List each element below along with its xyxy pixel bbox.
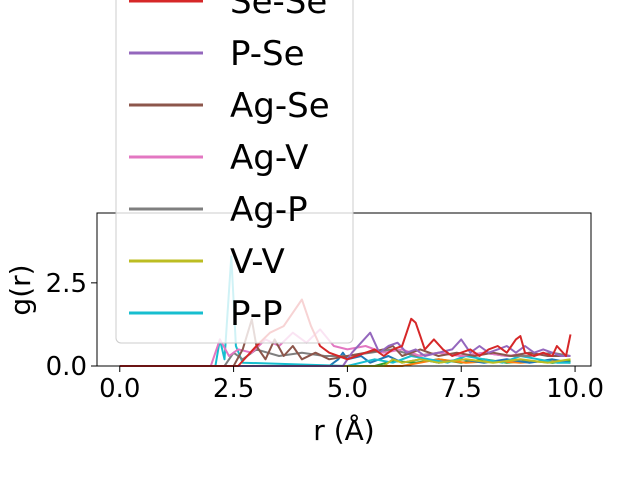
y-ticks: 0.0 2.5 (46, 269, 97, 382)
x-axis-label: r (Å) (313, 413, 374, 447)
x-tick-label: 5.0 (327, 374, 368, 404)
y-tick-label: 2.5 (46, 269, 87, 299)
legend-label: Ag-Se (230, 86, 330, 126)
legend-label: Se-Se (230, 0, 327, 22)
series-line-v-v (119, 358, 571, 367)
legend-label: Ag-P (230, 190, 308, 230)
legend: Se-Se P-Se Ag-Se Ag-V Ag-P V-V P-P (115, 0, 354, 344)
x-tick-label: 10.0 (546, 374, 604, 404)
legend-label: P-Se (230, 34, 305, 74)
y-axis-label: g(r) (4, 264, 37, 315)
series-line-p-se (119, 331, 571, 367)
legend-label: V-V (230, 242, 285, 282)
legend-label: P-P (230, 294, 283, 334)
legend-box (115, 0, 354, 344)
y-tick-label: 0.0 (46, 352, 87, 382)
x-tick-label: 7.5 (441, 374, 482, 404)
series-line-ag-se (119, 318, 571, 367)
x-ticks: 0.0 2.5 5.0 7.5 10.0 (99, 366, 604, 404)
x-tick-label: 2.5 (213, 374, 254, 404)
x-tick-label: 0.0 (99, 374, 140, 404)
legend-label: Ag-V (230, 138, 308, 178)
